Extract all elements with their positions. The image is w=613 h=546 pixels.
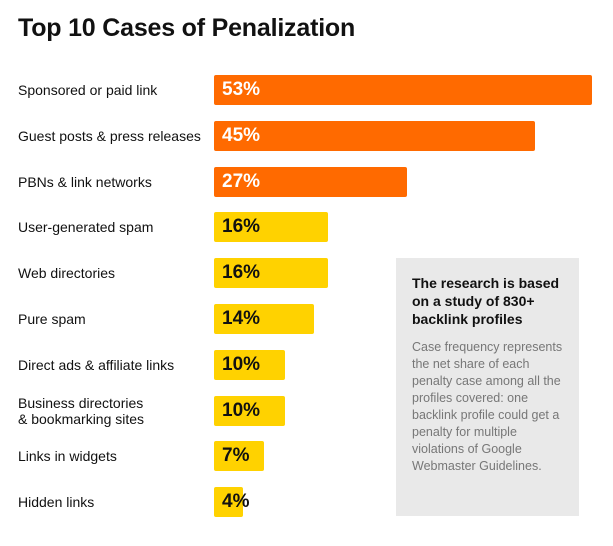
category-label: Web directories: [18, 265, 116, 282]
research-note: The research is based on a study of 830+…: [396, 258, 579, 516]
bar-value-label: 27%: [222, 170, 261, 192]
category-label: Business directories & bookmarking sites: [18, 394, 145, 427]
note-body: Case frequency represents the net share …: [412, 340, 563, 473]
bar-row: Web directories 16%: [0, 258, 613, 289]
note-heading: The research is based on a study of 830+…: [412, 275, 560, 327]
bar-row: Pure spam 14%: [0, 304, 613, 334]
bar-row: Hidden links 4%: [0, 487, 613, 518]
bar-row: Sponsored or paid link 53%: [0, 75, 613, 105]
bar: [214, 349, 285, 380]
bar-row: PBNs & link networks 27%: [0, 166, 613, 197]
bar-row: Business directories & bookmarking sites 1…: [0, 394, 613, 427]
chart-title: Top 10 Cases of Penalization: [18, 14, 356, 42]
bar-value-label: 4%: [222, 491, 250, 513]
bar: [214, 212, 328, 243]
bar-value-label: 14%: [222, 308, 261, 329]
category-label: Guest posts & press releases: [18, 127, 201, 144]
bar: [214, 441, 264, 472]
bar-row: Direct ads & affiliate links 10%: [0, 349, 613, 380]
category-label: Hidden links: [18, 494, 95, 511]
bar-row: Guest posts & press releases 45%: [0, 120, 613, 151]
bar-value-label: 53%: [222, 79, 261, 100]
category-label: PBNs & link networks: [18, 173, 152, 190]
bar: [214, 395, 285, 426]
category-label: User-generated spam: [18, 219, 154, 236]
bar-value-label: 16%: [222, 262, 261, 284]
bar-value-label: 10%: [222, 399, 261, 421]
bar-value-label: 16%: [222, 216, 261, 238]
bar: [214, 75, 592, 105]
category-label: Direct ads & affiliate links: [18, 356, 175, 373]
bar-value-label: 7%: [222, 445, 250, 467]
category-label: Links in widgets: [18, 448, 117, 465]
bar-row: Links in widgets 7%: [0, 441, 613, 472]
bar-value-label: 10%: [222, 353, 261, 375]
category-label: Pure spam: [18, 311, 86, 327]
category-label: Sponsored or paid link: [18, 82, 158, 98]
bar: [214, 487, 243, 518]
bar: [214, 166, 407, 197]
bar: [214, 120, 535, 151]
bar: [214, 258, 328, 289]
bar-value-label: 45%: [222, 124, 261, 146]
bar: [214, 304, 314, 334]
bar-row: User-generated spam 16%: [0, 212, 613, 243]
